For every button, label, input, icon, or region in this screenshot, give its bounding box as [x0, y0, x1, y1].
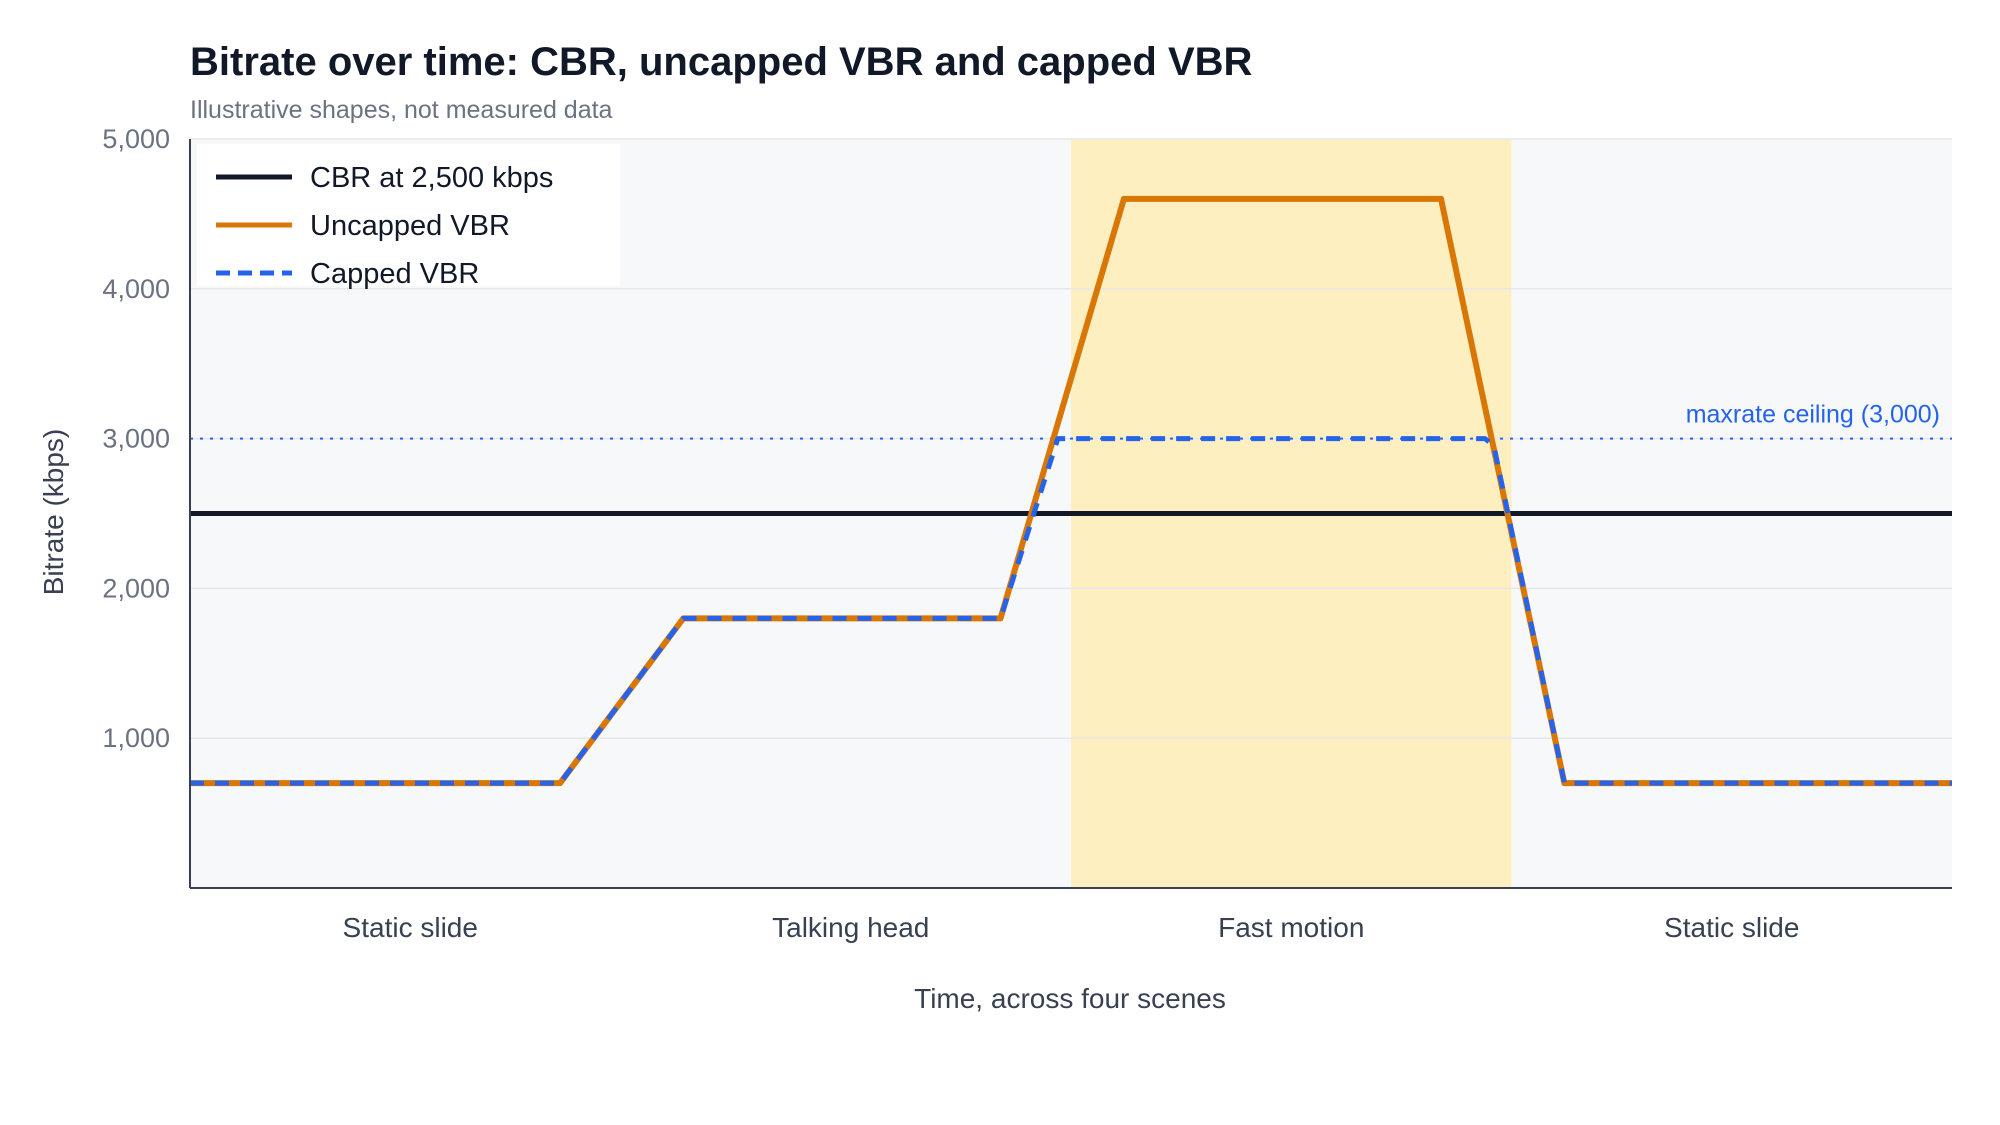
legend-item-capped: Capped VBR — [216, 258, 479, 290]
chart-subtitle: Illustrative shapes, not measured data — [190, 96, 613, 124]
chart-title: Bitrate over time: CBR, uncapped VBR and… — [190, 40, 1253, 84]
x-tick-label: Talking head — [772, 912, 929, 943]
y-tick-label: 4,000 — [102, 274, 170, 304]
x-axis-label: Time, across four scenes — [914, 983, 1226, 1014]
legend-label: CBR at 2,500 kbps — [310, 162, 553, 194]
y-tick-label: 5,000 — [102, 124, 170, 154]
legend: CBR at 2,500 kbps Uncapped VBR Capped VBR — [197, 144, 620, 290]
legend-item-cbr: CBR at 2,500 kbps — [216, 162, 553, 194]
series-layer — [190, 195, 1952, 787]
legend-label: Capped VBR — [310, 258, 479, 290]
x-tick-label: Static slide — [343, 912, 478, 943]
x-axis-ticks: Static slide Talking head Fast motion Stati… — [343, 912, 1800, 943]
y-axis-label: Bitrate (kbps) — [38, 429, 69, 596]
y-axis-ticks: 1,000 2,000 3,000 4,000 5,000 — [102, 124, 170, 753]
x-tick-label: Static slide — [1664, 912, 1799, 943]
legend-item-uncapped: Uncapped VBR — [216, 210, 510, 242]
y-tick-label: 1,000 — [102, 723, 170, 753]
y-tick-label: 3,000 — [102, 424, 170, 454]
x-tick-label: Fast motion — [1218, 912, 1364, 943]
maxrate-ceiling-label: maxrate ceiling (3,000) — [1686, 401, 1940, 429]
legend-label: Uncapped VBR — [310, 210, 510, 242]
series-line-capped — [190, 436, 1952, 786]
legend-box — [197, 144, 620, 286]
y-tick-label: 2,000 — [102, 573, 170, 603]
